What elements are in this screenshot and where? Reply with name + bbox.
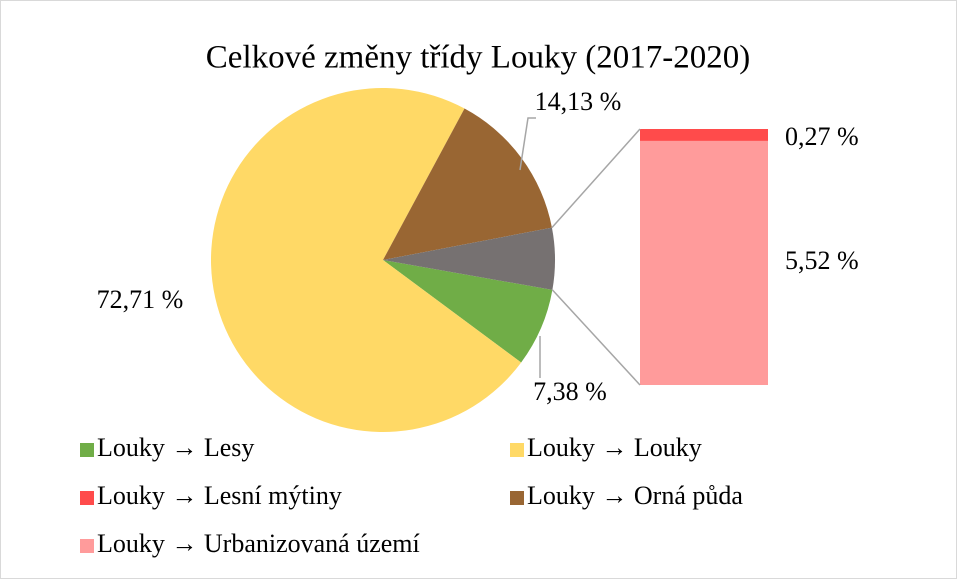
data-label: 14,13 % (535, 87, 622, 116)
pie-slice (383, 108, 552, 260)
data-label: 0,27 % (785, 122, 859, 151)
leader-line (519, 117, 536, 171)
legend-swatch (80, 491, 94, 505)
legend-label: Louky → Lesy (97, 433, 254, 462)
pie-slice (383, 260, 553, 363)
legend-label: Louky → Louky (527, 433, 702, 462)
data-label: 7,38 % (533, 377, 607, 406)
chart-title: Celkové změny třídy Louky (2017-2020) (206, 40, 750, 76)
legend-label: Louky → Lesní mýtiny (97, 481, 342, 510)
legend-swatch (80, 539, 94, 553)
legend-label: Louky → Urbanizovaná území (97, 529, 420, 558)
data-label: 5,52 % (785, 246, 859, 275)
bar-segment (640, 140, 768, 385)
pie-slice (211, 87, 522, 432)
connector-line (551, 128, 641, 229)
bar-segment (640, 129, 768, 141)
connector-line (551, 289, 641, 386)
legend-swatch (80, 443, 94, 457)
data-label: 72,71 % (97, 285, 184, 314)
legend-label: Louky → Orná půda (527, 481, 743, 510)
legend-swatch (510, 443, 524, 457)
pie-slice (383, 227, 555, 290)
legend-swatch (510, 491, 524, 505)
